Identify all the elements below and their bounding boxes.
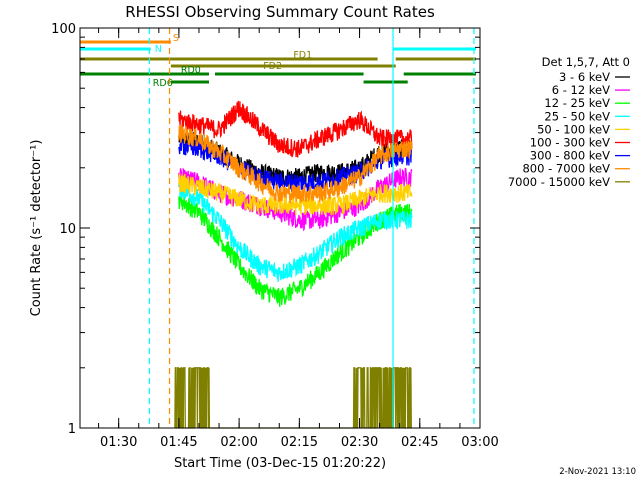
chart-title: RHESSI Observing Summary Count Rates (125, 3, 435, 21)
x-tick-label: 02:45 (401, 435, 438, 450)
x-tick-label: 03:00 (461, 435, 498, 450)
x-tick-label: 01:30 (100, 435, 137, 450)
x-tick-label: 02:15 (281, 435, 318, 450)
legend-label-50-100-kev: 50 - 100 keV (537, 122, 610, 136)
legend-label-300-800-kev: 300 - 800 keV (530, 149, 610, 163)
flag-label-s: S (173, 33, 179, 44)
legend-label-6-12-kev: 6 - 12 keV (552, 83, 610, 97)
x-tick-label: 02:30 (341, 435, 378, 450)
series-layer (174, 100, 413, 429)
series-50-100-kev (178, 173, 413, 216)
legend-label-7000-15000-kev: 7000 - 15000 keV (508, 175, 610, 189)
y-axis-label: Count Rate (s⁻¹ detector⁻¹) (29, 140, 44, 317)
y-tick-label: 1 (68, 422, 76, 437)
x-axis-label: Start Time (03-Dec-15 01:20:22) (174, 456, 386, 471)
legend-label-800-7000-kev: 800 - 7000 keV (522, 162, 610, 176)
x-tick-label: 02:00 (220, 435, 257, 450)
flag-label-fd1: FD1 (293, 50, 312, 61)
legend-label-25-50-kev: 25 - 50 keV (544, 109, 610, 123)
legend-label-12-25-kev: 12 - 25 keV (544, 96, 610, 110)
series-7000-15000-kev (174, 367, 412, 429)
axes-layer: 01:30 01:45 02:00 02:15 02:30 02:45 03:00 1 10 10… (51, 22, 499, 450)
y-tick-label: 10 (59, 222, 76, 237)
flag-label-n: N (155, 44, 162, 55)
series-100-300-kev (178, 100, 413, 158)
series-800-7000-kev (178, 124, 413, 205)
plot-frame (79, 27, 481, 429)
flag-label-rd0: RD0 (181, 65, 201, 76)
x-tick-label: 01:45 (160, 435, 197, 450)
legend-label-3-6-kev: 3 - 6 keV (559, 70, 610, 84)
legend-title: Det 1,5,7, Att 0 (542, 55, 630, 69)
flag-label-rd6: RD6 (153, 78, 173, 89)
legend-label-100-300-kev: 100 - 300 keV (530, 136, 610, 150)
timestamp: 2-Nov-2021 13:10 (559, 467, 636, 477)
flag-label-fd2: FD2 (263, 61, 282, 72)
flags-layer: SN FD1 FD2 RD0 RD6 (80, 33, 476, 89)
y-tick-label: 100 (51, 22, 76, 37)
series-25-50-kev (178, 178, 413, 282)
